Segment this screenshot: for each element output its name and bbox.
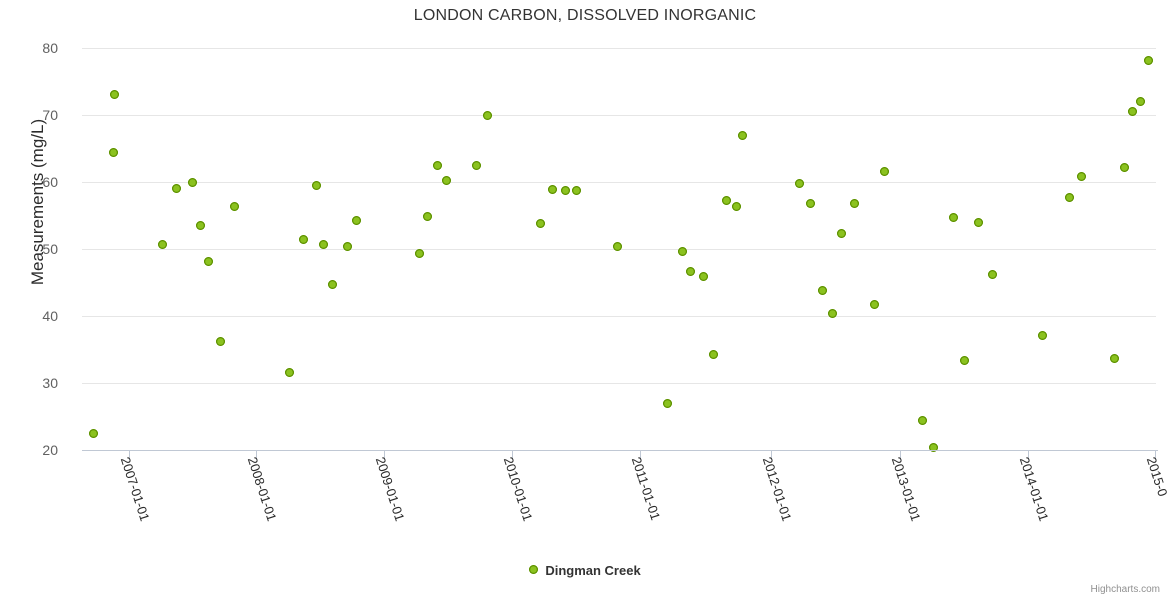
data-point[interactable]	[535, 219, 545, 229]
chart-legend[interactable]: Dingman Creek	[0, 562, 1170, 578]
y-axis-tick-label: 70	[42, 107, 58, 123]
data-point[interactable]	[187, 178, 197, 188]
data-point[interactable]	[1135, 97, 1145, 107]
x-axis-tick-label: 2011-01-01	[628, 455, 664, 522]
y-axis-tick-label: 30	[42, 375, 58, 391]
data-point[interactable]	[948, 213, 958, 222]
y-axis-title: Measurements (mg/L)	[28, 118, 47, 286]
x-axis-tick-mark	[640, 450, 641, 460]
data-point[interactable]	[547, 184, 557, 194]
x-axis-tick-mark	[771, 450, 772, 460]
data-point[interactable]	[817, 286, 827, 296]
data-point[interactable]	[215, 336, 225, 346]
x-axis-tick-mark	[512, 450, 513, 460]
data-point[interactable]	[1143, 55, 1153, 65]
y-gridline	[82, 182, 1156, 183]
data-point[interactable]	[1127, 107, 1137, 117]
data-point[interactable]	[662, 398, 672, 408]
data-point[interactable]	[1037, 330, 1047, 340]
x-axis-tick-mark	[129, 450, 130, 460]
y-gridline	[82, 316, 1156, 317]
data-point[interactable]	[229, 201, 239, 211]
data-point[interactable]	[560, 186, 570, 196]
data-point[interactable]	[327, 280, 337, 289]
data-point[interactable]	[195, 221, 205, 231]
data-point[interactable]	[917, 416, 927, 426]
y-axis-tick-label: 40	[42, 308, 58, 324]
data-point[interactable]	[108, 148, 118, 158]
data-point[interactable]	[987, 269, 997, 279]
data-point[interactable]	[1119, 163, 1129, 173]
x-axis-tick-mark	[900, 450, 901, 460]
data-point[interactable]	[441, 176, 451, 186]
data-point[interactable]	[836, 229, 846, 239]
data-point[interactable]	[88, 428, 98, 438]
data-point[interactable]	[805, 198, 815, 208]
data-point[interactable]	[1109, 354, 1119, 364]
data-point[interactable]	[685, 267, 695, 277]
x-axis-tick-mark	[384, 450, 385, 460]
data-point[interactable]	[677, 246, 687, 256]
data-point[interactable]	[284, 367, 294, 377]
data-point[interactable]	[1076, 172, 1086, 182]
data-point[interactable]	[351, 216, 361, 226]
data-point[interactable]	[298, 235, 308, 245]
y-axis-tick-label: 20	[42, 442, 58, 458]
data-point[interactable]	[171, 184, 181, 194]
data-point[interactable]	[1064, 192, 1074, 202]
highcharts-credits[interactable]: Highcharts.com	[1090, 584, 1160, 595]
x-axis-tick-label: 2014-01-01	[1016, 455, 1052, 523]
plot-area: 20 30 40 50 60 70 80	[42, 40, 1156, 458]
data-point[interactable]	[928, 442, 938, 452]
x-axis-tick-label: 2012-01-01	[759, 455, 795, 523]
data-point[interactable]	[612, 241, 622, 251]
data-point[interactable]	[571, 186, 581, 196]
data-point[interactable]	[422, 212, 432, 222]
data-point[interactable]	[879, 167, 889, 177]
data-point[interactable]	[318, 240, 328, 250]
y-gridline	[82, 115, 1156, 116]
y-axis-tick-label: 80	[42, 40, 58, 56]
data-point[interactable]	[157, 240, 167, 250]
legend-item-label[interactable]: Dingman Creek	[545, 563, 641, 579]
x-axis-tick-mark	[256, 450, 257, 460]
data-point[interactable]	[471, 160, 481, 170]
y-gridline	[82, 48, 1156, 49]
data-point[interactable]	[849, 198, 859, 208]
data-point[interactable]	[737, 131, 747, 141]
data-point[interactable]	[414, 248, 424, 258]
chart-title: LONDON CARBON, DISSOLVED INORGANIC	[413, 7, 757, 24]
y-axis-tick-label: 60	[42, 174, 58, 190]
x-axis-tick-label: 2015-0	[1143, 455, 1170, 499]
data-point[interactable]	[432, 160, 442, 170]
data-point[interactable]	[731, 202, 741, 212]
data-point[interactable]	[203, 257, 213, 267]
data-point[interactable]	[959, 356, 969, 366]
y-axis-tick-label: 50	[42, 241, 58, 257]
legend-marker-icon	[529, 565, 539, 575]
x-axis-tick-label: 2008-01-01	[244, 455, 280, 523]
data-point[interactable]	[869, 300, 879, 310]
data-point[interactable]	[827, 309, 837, 319]
data-point[interactable]	[311, 180, 321, 190]
x-axis-tick-label: 2007-01-01	[117, 455, 153, 523]
data-point[interactable]	[482, 110, 492, 120]
data-point[interactable]	[973, 217, 983, 227]
data-point[interactable]	[109, 89, 119, 99]
x-axis-tick-label: 2010-01-01	[500, 455, 536, 523]
data-point[interactable]	[708, 350, 718, 360]
data-point[interactable]	[794, 178, 804, 188]
x-axis-tick-label: 2013-01-01	[888, 455, 924, 523]
data-point[interactable]	[721, 196, 731, 206]
x-axis-tick-mark	[1155, 450, 1156, 460]
x-axis-line	[82, 450, 1158, 451]
y-gridline	[82, 383, 1156, 384]
data-point[interactable]	[342, 241, 352, 251]
data-point[interactable]	[698, 271, 708, 281]
x-axis-tick-mark	[1028, 450, 1029, 460]
x-axis-tick-label: 2009-01-01	[372, 455, 408, 523]
